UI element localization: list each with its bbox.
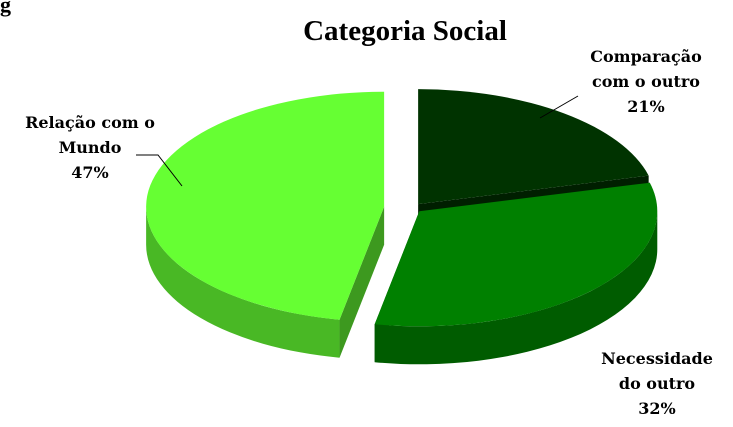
pie-side-1 bbox=[374, 211, 658, 365]
slice-label-0-2: 21% bbox=[627, 97, 664, 116]
slice-label-2-2: 47% bbox=[71, 163, 108, 182]
pie-slice-0 bbox=[418, 89, 649, 205]
pie-tops bbox=[146, 89, 658, 327]
pie-labels: Comparação com o outro 21% Necessidade do ou… bbox=[25, 47, 713, 418]
stray-letter: g bbox=[0, 0, 11, 17]
slice-label-1-1: do outro bbox=[619, 374, 696, 393]
slice-label-2-0: Relação com o bbox=[25, 113, 155, 132]
leader-line-0 bbox=[539, 95, 579, 119]
leader-line-2 bbox=[136, 154, 183, 187]
slice-label-1-0: Necessidade bbox=[601, 349, 713, 368]
pie-slice-1 bbox=[374, 182, 658, 327]
pie-side-2 bbox=[146, 206, 340, 358]
slice-label-0-1: com o outro bbox=[592, 72, 700, 91]
slice-label-0-0: Comparação bbox=[590, 47, 702, 66]
slice-label-1-2: 32% bbox=[638, 399, 675, 418]
slice-label-2-1: Mundo bbox=[59, 138, 122, 157]
chart-title: Categoria Social bbox=[303, 15, 507, 47]
pie-cut-2-0 bbox=[339, 206, 385, 358]
pie-slice-2 bbox=[146, 91, 385, 320]
